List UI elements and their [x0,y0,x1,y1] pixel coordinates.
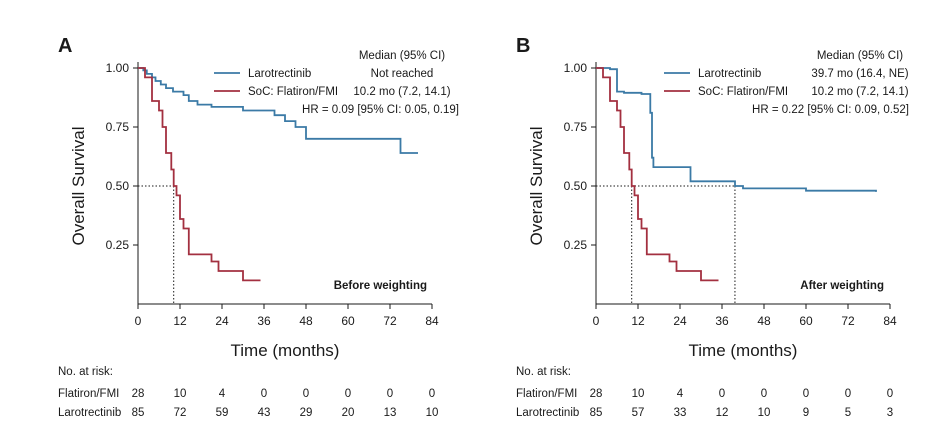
panel-b-risk-title: No. at risk: [516,366,571,378]
panel-b-risk-value: 85 [590,407,603,419]
panel-a-legend-label: Larotrectinib [248,68,311,80]
panel-a-x-tick-label: 48 [299,314,313,328]
panel-b-risk-value: 10 [758,407,771,419]
panel-a-risk-value: 43 [258,407,271,419]
panel-a-legend-median: 10.2 mo (7.2, 14.1) [353,86,450,98]
panel-a-risk-value: 4 [219,388,226,400]
panel-b-legend-median: 39.7 mo (16.4, NE) [811,68,908,80]
panel-b-weighting-note: After weighting [800,280,884,292]
panel-b-risk-value: 0 [719,388,725,400]
panel-a-risk-title: No. at risk: [58,366,113,378]
panel-a-x-tick-label: 36 [257,314,271,328]
panel-b-legend-median: 10.2 mo (7.2, 14.1) [811,86,908,98]
panel-b-risk-value: 5 [845,407,851,419]
panel-a-risk-value: 0 [387,388,393,400]
panel-b-x-tick-label: 60 [799,314,813,328]
panel-b-risk-value: 0 [845,388,851,400]
panel-b-risk-value: 10 [632,388,645,400]
panel-a-risk-value: 13 [384,407,397,419]
panel-a-risk-value: 29 [300,407,313,419]
panel-a-risk-value: 85 [132,407,145,419]
panel-b-legend-header: Median (95% CI) [817,50,903,62]
panel-a-risk-value: 10 [426,407,439,419]
panel-b-curve-larotrectinib [596,67,877,192]
panel-b-risk-row-label: Larotrectinib [516,407,579,419]
panel-a-y-tick-label: 1.00 [106,61,130,75]
panel-b-hazard-ratio: HR = 0.22 [95% CI: 0.09, 0.52] [752,104,909,116]
panel-b-risk-value: 57 [632,407,645,419]
panel-b-x-tick-label: 12 [631,314,645,328]
panel-a-x-tick-label: 60 [341,314,355,328]
panel-b-x-tick-label: 0 [593,314,600,328]
panel-a-risk-row-label: Larotrectinib [58,407,121,419]
panel-a-y-tick-label: 0.50 [106,179,130,193]
panel-b-x-tick-label: 84 [883,314,897,328]
panel-b-risk-value: 3 [887,407,893,419]
panel-b-legend-label: SoC: Flatiron/FMI [698,86,788,98]
panel-b-x-tick-label: 72 [841,314,855,328]
panel-b-y-tick-label: 0.25 [564,238,588,252]
panel-b-risk-row-label: Flatiron/FMI [516,388,577,400]
panel-b-x-axis-title: Time (months) [689,341,798,360]
panel-a-hazard-ratio: HR = 0.09 [95% CI: 0.05, 0.19] [302,104,459,116]
panel-a-risk-value: 0 [429,388,435,400]
panel-b-risk-value: 0 [803,388,809,400]
panel-b-risk-value: 0 [761,388,767,400]
panel-a-risk-value: 0 [261,388,267,400]
panel-b-y-tick-label: 0.50 [564,179,588,193]
panel-b-risk-value: 0 [887,388,893,400]
panel-a-legend-header: Median (95% CI) [359,50,445,62]
panel-a-x-axis-title: Time (months) [231,341,340,360]
panel-a-y-tick-label: 0.25 [106,238,130,252]
panel-a-risk-value: 0 [345,388,351,400]
panel-b-y-tick-label: 1.00 [564,61,588,75]
panel-a-legend-median: Not reached [371,68,434,80]
panel-b-legend-label: Larotrectinib [698,68,761,80]
panel-b-risk-value: 9 [803,407,809,419]
panel-b-risk-value: 12 [716,407,729,419]
panel-a-risk-value: 10 [174,388,187,400]
panel-a-risk-value: 72 [174,407,187,419]
panel-a-x-tick-label: 84 [425,314,439,328]
panel-b-x-tick-label: 48 [757,314,771,328]
panel-a-y-axis-title: Overall Survival [69,126,88,245]
panel-a-y-tick-label: 0.75 [106,120,130,134]
panel-a-risk-value: 28 [132,388,145,400]
panel-a-risk-row-label: Flatiron/FMI [58,388,119,400]
panel-a-weighting-note: Before weighting [334,280,427,292]
panel-a-x-tick-label: 0 [135,314,142,328]
panel-a-letter: A [58,35,72,57]
panel-b-risk-value: 4 [677,388,684,400]
panel-a-x-tick-label: 12 [173,314,187,328]
panel-b-curve-soc-flatiron-fmi [596,67,719,282]
panel-b-risk-value: 33 [674,407,687,419]
panel-b-x-tick-label: 24 [673,314,687,328]
panel-a-risk-value: 59 [216,407,229,419]
panel-b-x-tick-label: 36 [715,314,729,328]
panel-b-y-axis-title: Overall Survival [527,126,546,245]
panel-b-risk-value: 28 [590,388,603,400]
panel-a-risk-value: 0 [303,388,309,400]
panel-a-x-tick-label: 72 [383,314,397,328]
panel-a-risk-value: 20 [342,407,355,419]
panel-b-y-tick-label: 0.75 [564,120,588,134]
panel-a-x-tick-label: 24 [215,314,229,328]
panel-a-legend-label: SoC: Flatiron/FMI [248,86,338,98]
panel-b-letter: B [516,35,530,57]
panel-a-curve-soc-flatiron-fmi [138,67,261,282]
